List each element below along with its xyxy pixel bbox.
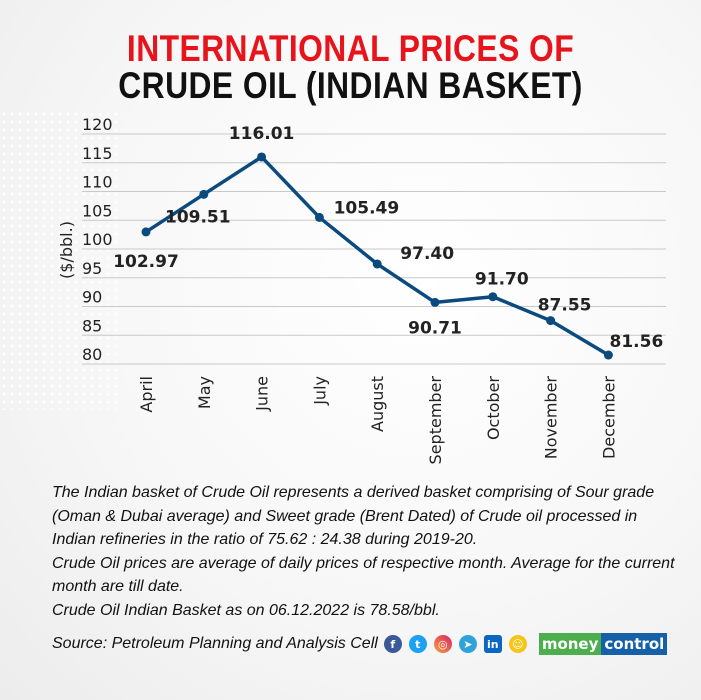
y-tick-label: 110 <box>82 173 113 192</box>
x-tick-label: May <box>195 376 214 409</box>
social-icons: f t ◎ ➤ in ☺ <box>383 635 527 653</box>
x-tick-label: June <box>253 376 272 412</box>
x-tick-label: December <box>599 376 618 459</box>
source-row: Source: Petroleum Planning and Analysis … <box>52 632 682 656</box>
data-point <box>141 227 151 237</box>
y-tick-label: 100 <box>82 230 113 249</box>
data-point <box>603 350 613 360</box>
linkedin-icon[interactable]: in <box>483 635 502 653</box>
dot-pattern <box>0 110 120 410</box>
y-tick-label: 120 <box>82 115 113 134</box>
data-label: 97.40 <box>400 244 454 264</box>
data-point <box>314 212 324 222</box>
twitter-icon[interactable]: t <box>408 635 427 653</box>
data-point <box>372 259 382 269</box>
data-label: 90.71 <box>408 318 462 338</box>
y-axis-label: ($/bbl.) <box>57 221 76 279</box>
y-tick-label: 80 <box>82 345 102 364</box>
y-tick-label: 85 <box>82 316 102 335</box>
data-label: 105.49 <box>334 198 400 218</box>
instagram-icon[interactable]: ◎ <box>433 635 452 653</box>
data-point <box>199 189 209 199</box>
source: Source: Petroleum Planning and Analysis … <box>52 635 378 652</box>
title-line-2: CRUDE OIL (INDIAN BASKET) <box>118 65 583 106</box>
x-tick-label: August <box>368 376 387 432</box>
data-point <box>488 292 498 302</box>
x-tick-label: September <box>426 376 445 465</box>
data-label: 109.51 <box>165 207 231 227</box>
logo-part-money: money <box>538 633 602 655</box>
facebook-icon[interactable]: f <box>383 635 402 653</box>
data-point <box>257 152 267 162</box>
line-chart: 120 115 110 105 100 95 90 85 80 ($/bbl.) April May J… <box>57 115 666 465</box>
logo-part-control: control <box>601 633 668 655</box>
data-label: 116.01 <box>229 124 295 144</box>
x-tick-label: July <box>310 376 329 406</box>
data-point <box>430 297 440 307</box>
x-tick-label: April <box>137 376 156 413</box>
x-tick-label: November <box>542 376 561 460</box>
moneycontrol-logo: money control <box>538 633 668 655</box>
footer-section: The Indian basket of Crude Oil represent… <box>52 481 682 656</box>
note-2: Crude Oil prices are average of daily pr… <box>52 554 675 596</box>
telegram-icon[interactable]: ➤ <box>458 635 477 653</box>
title-line-1: INTERNATIONAL PRICES OF <box>126 28 575 69</box>
data-line <box>145 155 610 357</box>
data-label: 102.97 <box>113 252 179 272</box>
data-label: 91.70 <box>475 270 529 290</box>
y-tick-label: 115 <box>82 144 113 163</box>
data-point <box>546 316 556 326</box>
y-tick-label: 90 <box>82 288 102 307</box>
data-label: 87.55 <box>538 296 592 316</box>
note-1: The Indian basket of Crude Oil represent… <box>52 484 655 548</box>
notes: The Indian basket of Crude Oil represent… <box>52 481 682 622</box>
snapchat-icon[interactable]: ☺ <box>508 635 527 653</box>
y-tick-label: 95 <box>82 259 102 278</box>
data-label: 81.56 <box>610 332 664 352</box>
note-3: Crude Oil Indian Basket as on 06.12.2022… <box>52 601 440 619</box>
y-tick-label: 105 <box>82 201 113 220</box>
x-tick-label: October <box>484 376 503 440</box>
